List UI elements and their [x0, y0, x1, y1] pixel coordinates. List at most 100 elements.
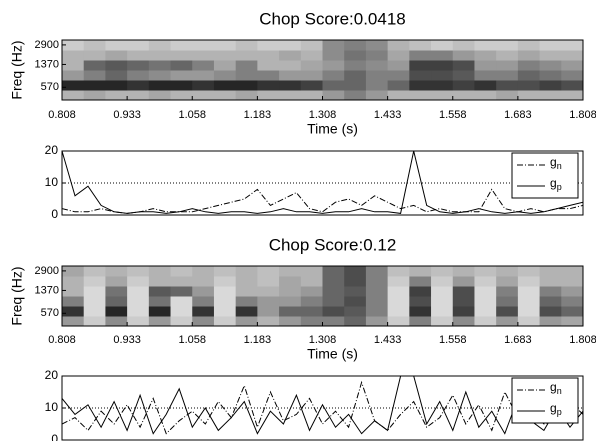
spectrogram-cell [257, 80, 280, 91]
spectrogram-cell [83, 90, 106, 101]
x-tick-label: 1.558 [439, 109, 467, 121]
x-tick-label: 1.808 [569, 109, 596, 121]
spectrogram-cell [105, 286, 128, 297]
spectrogram-cell [344, 60, 367, 71]
spectrogram-cell [127, 286, 150, 297]
spectrogram-cell [365, 80, 389, 91]
spectrogram-cell [539, 266, 562, 277]
spectrogram-cell [409, 80, 432, 91]
spectrogram-cell [83, 266, 106, 277]
spectrogram-cell [148, 50, 172, 61]
spectrogram-cell [300, 316, 323, 327]
y-tick-label: 570 [41, 307, 59, 319]
spectrogram-cell [148, 90, 172, 101]
spectrogram-cell [105, 306, 128, 317]
x-tick-label: 1.683 [504, 334, 532, 346]
spectrogram-cell [452, 316, 475, 327]
spectrogram-cell [517, 70, 541, 81]
spectrogram-cell [213, 286, 237, 297]
spectrogram-cell [105, 80, 128, 91]
spectrogram-cell [322, 60, 345, 71]
spectrogram-cell [279, 276, 302, 287]
spectrogram-cell [83, 40, 106, 51]
spectrogram-cell [344, 266, 367, 277]
spectrogram-cell [170, 316, 193, 327]
spectrogram-cell [192, 316, 215, 327]
spectrogram-cell [431, 286, 454, 297]
spectrogram-cell [62, 70, 85, 81]
spectrogram-cell [235, 276, 258, 287]
spectrogram-cell [83, 50, 106, 61]
spectrogram-cell [517, 296, 541, 307]
legend-name: g [550, 401, 557, 415]
spectrogram-cell [235, 306, 258, 317]
x-tick-label: 0.808 [48, 109, 76, 121]
spectrogram-cell [409, 90, 432, 101]
spectrogram-cell [257, 50, 280, 61]
spectrogram-cell [279, 80, 302, 91]
spectrogram-cell [322, 316, 345, 327]
spectrogram-cell [148, 276, 172, 287]
spectrogram-cell [561, 266, 584, 277]
spectrogram-cell [148, 286, 172, 297]
spectrogram-cell [300, 50, 323, 61]
spectrogram-cell [431, 316, 454, 327]
spectrogram-cell [127, 80, 150, 91]
y-tick-label: 20 [45, 368, 59, 382]
spectrogram-cell [431, 306, 454, 317]
spectrogram-cell [561, 286, 584, 297]
spectrogram-cell [300, 90, 323, 101]
spectrogram-cell [257, 60, 280, 71]
spectrogram-cell [322, 296, 345, 307]
spectrogram-cell [62, 80, 85, 91]
legend-subscript: p [557, 407, 562, 417]
spectrogram-cell [452, 286, 475, 297]
spectrogram-cell [539, 80, 562, 91]
spectrogram-cell [539, 296, 562, 307]
x-tick-label: 1.308 [309, 334, 337, 346]
spectrogram-cell [62, 60, 85, 71]
spectrogram-cell [279, 40, 302, 51]
spectrogram-cell [235, 316, 258, 327]
spectrogram-cell [496, 90, 519, 101]
spectrogram-cell [452, 306, 475, 317]
x-tick-label: 1.183 [244, 334, 272, 346]
spectrogram-cell [344, 40, 367, 51]
spectrogram-cell [170, 306, 193, 317]
spectrogram-cell [235, 50, 258, 61]
spectrogram-cell [322, 70, 345, 81]
spectrogram-cell [257, 266, 280, 277]
spectrogram-cell [431, 90, 454, 101]
spectrogram-cell [235, 90, 258, 101]
spectrogram-cell [192, 50, 215, 61]
spectrogram-cell [235, 296, 258, 307]
spectrogram-cell [496, 60, 519, 71]
spectrogram-cell [213, 80, 237, 91]
spectrogram-cell [539, 286, 562, 297]
spectrogram-cell [517, 286, 541, 297]
x-tick-label: 0.933 [113, 334, 141, 346]
spectrogram-cell [105, 266, 128, 277]
spectrogram-cell [344, 50, 367, 61]
spectrogram-cell [170, 286, 193, 297]
spectrogram-cell [409, 266, 432, 277]
spectrogram-cell [496, 70, 519, 81]
spectrogram-cell [517, 60, 541, 71]
spectrogram-cell [517, 306, 541, 317]
spectrogram-cell [365, 286, 389, 297]
x-tick-label: 0.808 [48, 334, 76, 346]
spectrogram-cell [409, 306, 432, 317]
spectrogram-cell [431, 40, 454, 51]
spectrogram-cell [517, 50, 541, 61]
spectrogram-cell [344, 70, 367, 81]
spectrogram-cell [496, 40, 519, 51]
spectrogram-cell [452, 266, 475, 277]
spectrogram-cell [127, 276, 150, 287]
spectrogram-cell [62, 90, 85, 101]
spectrogram-cell [365, 296, 389, 307]
spectrogram-cell [452, 276, 475, 287]
series-line [62, 151, 583, 214]
spectrogram-cell [539, 276, 562, 287]
spectrogram-cell [105, 316, 128, 327]
